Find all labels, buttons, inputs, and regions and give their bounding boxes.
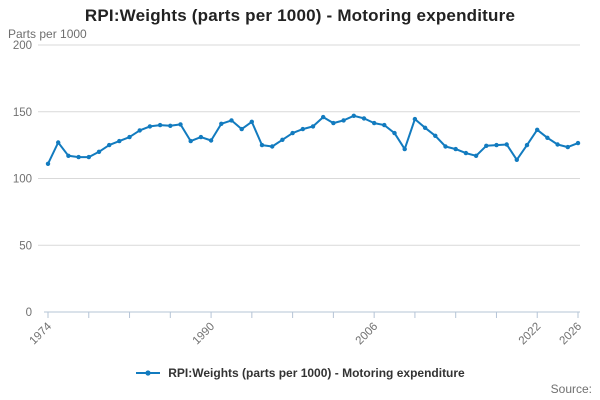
data-point[interactable] [168, 123, 173, 128]
data-point[interactable] [545, 135, 550, 140]
y-axis-tick-label: 50 [19, 240, 32, 252]
data-point[interactable] [565, 144, 570, 150]
data-point[interactable] [117, 138, 122, 144]
data-point[interactable] [66, 153, 71, 158]
data-point[interactable] [229, 118, 234, 123]
source-label: Source: [550, 382, 592, 396]
data-point[interactable] [107, 142, 112, 148]
x-axis-tick-label: 1990 [191, 321, 218, 348]
y-axis-units-label: Parts per 1000 [8, 27, 87, 41]
data-point[interactable] [555, 142, 560, 147]
data-point[interactable] [372, 120, 377, 126]
line-chart-plot: 0 50 100 150 200 1974 1990 2006 2022 2026 [13, 40, 585, 348]
data-point[interactable] [351, 113, 356, 119]
y-axis-tick-label: 150 [13, 107, 32, 119]
data-point[interactable] [514, 157, 519, 162]
data-point[interactable] [412, 116, 418, 122]
data-point[interactable] [300, 126, 305, 132]
data-point[interactable] [239, 126, 244, 132]
data-point[interactable] [96, 149, 102, 154]
legend-line-marker [136, 370, 161, 376]
data-point[interactable] [443, 144, 448, 149]
data-point[interactable] [310, 124, 316, 129]
data-point[interactable] [494, 142, 499, 148]
x-axis-tick-label: 2022 [517, 321, 544, 348]
data-point[interactable] [56, 140, 61, 145]
data-point[interactable] [290, 130, 295, 136]
data-point[interactable] [259, 142, 265, 148]
data-point[interactable] [382, 122, 387, 128]
data-point[interactable] [219, 121, 224, 127]
data-point[interactable] [402, 146, 407, 152]
data-point[interactable] [422, 125, 428, 130]
data-point[interactable] [361, 116, 367, 121]
data-point[interactable] [331, 120, 336, 126]
data-point[interactable] [433, 133, 438, 138]
legend-series-label: RPI:Weights (parts per 1000) - Motoring … [168, 366, 465, 380]
data-point[interactable] [524, 142, 530, 148]
x-axis-tick-label: 1974 [28, 320, 55, 347]
chart-legend: RPI:Weights (parts per 1000) - Motoring … [0, 363, 600, 383]
data-point[interactable] [535, 127, 540, 132]
data-point[interactable] [484, 143, 489, 148]
y-axis-tick-label: 100 [13, 174, 32, 186]
x-axis-tick-label: 2006 [354, 321, 381, 348]
data-point[interactable] [45, 161, 51, 166]
data-point[interactable] [392, 130, 397, 136]
x-axis-tick-label: 2026 [558, 321, 585, 348]
data-point[interactable] [341, 118, 346, 123]
data-point[interactable] [463, 150, 469, 156]
data-point[interactable] [453, 146, 458, 152]
data-point[interactable] [473, 153, 479, 158]
data-point[interactable] [188, 138, 193, 144]
chart-title: RPI:Weights (parts per 1000) - Motoring … [84, 6, 516, 25]
data-point[interactable] [157, 122, 163, 128]
data-point[interactable] [249, 119, 254, 125]
data-point[interactable] [321, 114, 326, 120]
data-point[interactable] [280, 137, 285, 142]
y-axis-tick-label: 0 [26, 307, 32, 319]
data-point[interactable] [86, 154, 92, 160]
data-point[interactable] [198, 134, 204, 140]
data-point[interactable] [575, 140, 581, 146]
data-point[interactable] [127, 134, 132, 140]
data-point[interactable] [137, 128, 142, 133]
data-point[interactable] [208, 138, 214, 143]
data-point[interactable] [76, 154, 81, 160]
y-axis-tick-label: 200 [13, 40, 32, 52]
series-line [47, 114, 579, 165]
data-point[interactable] [270, 144, 275, 149]
data-point[interactable] [178, 122, 183, 127]
data-point[interactable] [147, 124, 153, 129]
data-point[interactable] [504, 142, 509, 147]
